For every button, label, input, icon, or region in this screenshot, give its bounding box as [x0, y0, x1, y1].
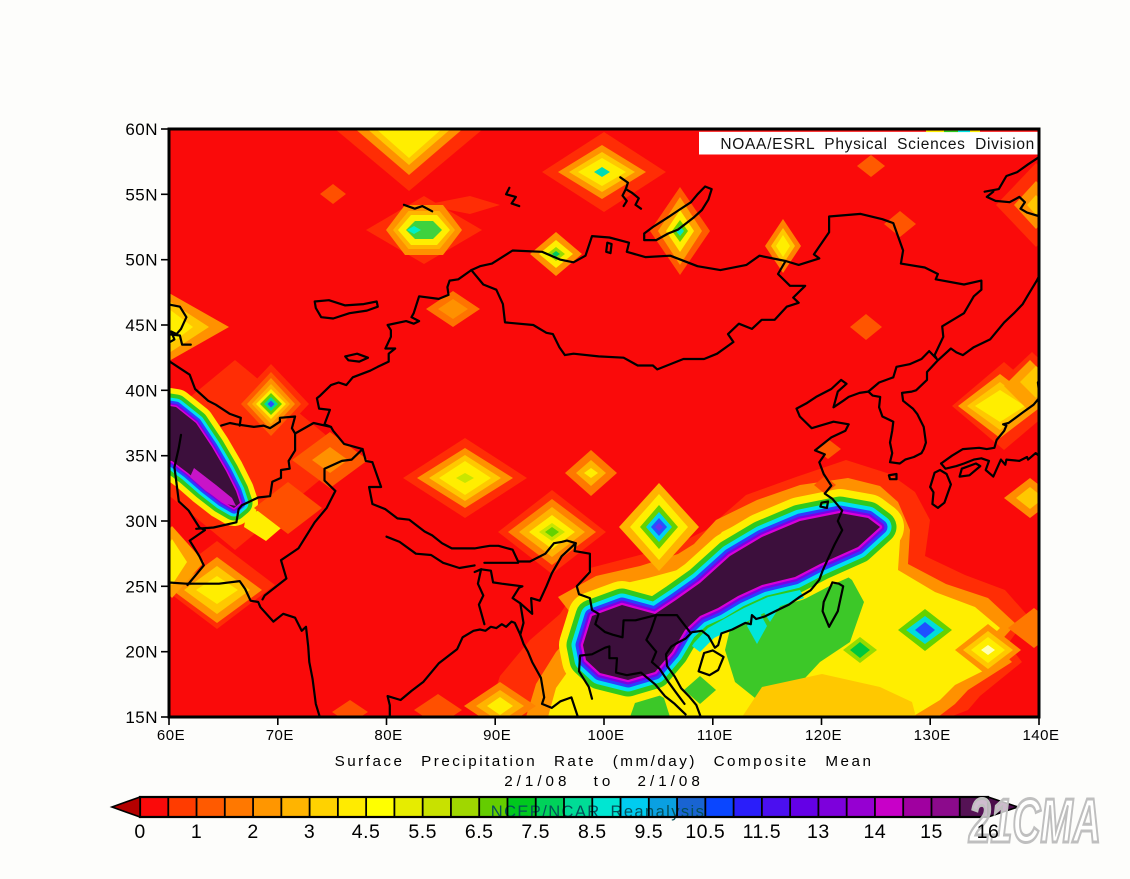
svg-text:20N: 20N — [125, 643, 158, 662]
svg-text:8.5: 8.5 — [578, 821, 607, 843]
svg-text:11.5: 11.5 — [743, 821, 782, 843]
svg-text:55N: 55N — [125, 185, 158, 204]
svg-text:4.5: 4.5 — [352, 821, 381, 843]
svg-text:15: 15 — [920, 821, 943, 843]
svg-text:9.5: 9.5 — [634, 821, 663, 843]
svg-text:0: 0 — [134, 821, 145, 843]
svg-text:40N: 40N — [125, 381, 158, 400]
svg-text:140E: 140E — [1022, 727, 1059, 744]
svg-text:70E: 70E — [266, 727, 294, 744]
svg-text:2/1/08 to 2/1/08: 2/1/08 to 2/1/08 — [504, 773, 704, 790]
svg-text:16: 16 — [977, 821, 1000, 843]
svg-text:15N: 15N — [125, 708, 158, 727]
svg-text:90E: 90E — [483, 727, 511, 744]
svg-text:130E: 130E — [914, 727, 951, 744]
svg-text:3: 3 — [304, 821, 315, 843]
svg-text:110E: 110E — [697, 727, 733, 744]
svg-text:30N: 30N — [125, 512, 158, 531]
svg-text:45N: 45N — [125, 316, 158, 335]
svg-text:21CMA: 21CMA — [968, 787, 1101, 856]
svg-text:NCEP/NCAR Reanalysis: NCEP/NCAR Reanalysis — [491, 803, 705, 821]
svg-text:6.5: 6.5 — [465, 821, 494, 843]
svg-text:2: 2 — [247, 821, 258, 843]
svg-text:10.5: 10.5 — [685, 821, 725, 843]
svg-text:5.5: 5.5 — [408, 821, 437, 843]
svg-text:60N: 60N — [125, 120, 158, 139]
svg-text:60E: 60E — [157, 727, 185, 744]
svg-text:120E: 120E — [805, 727, 842, 744]
svg-text:25N: 25N — [125, 577, 158, 596]
svg-text:35N: 35N — [125, 447, 158, 466]
svg-text:50N: 50N — [125, 251, 158, 270]
svg-text:7.5: 7.5 — [521, 821, 550, 843]
svg-text:Surface Precipitation Rate (mm: Surface Precipitation Rate (mm/day) Comp… — [335, 753, 874, 770]
svg-text:80E: 80E — [374, 727, 402, 744]
svg-text:NOAA/ESRL Physical Sciences Di: NOAA/ESRL Physical Sciences Division — [720, 136, 1035, 153]
svg-text:13: 13 — [807, 821, 830, 843]
svg-text:100E: 100E — [587, 727, 624, 744]
svg-text:14: 14 — [864, 821, 887, 843]
svg-text:1: 1 — [191, 821, 202, 843]
